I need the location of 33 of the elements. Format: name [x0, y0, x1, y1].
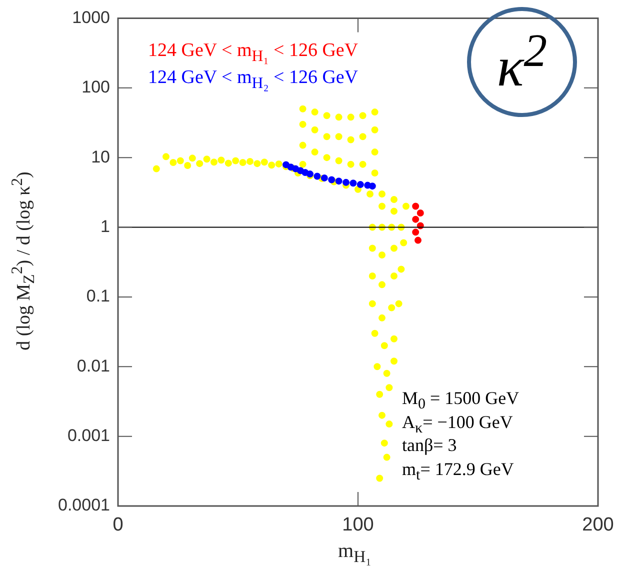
- circle-badge: κ$^{2}$: [467, 7, 577, 117]
- y-tick-label: 100: [82, 78, 110, 97]
- x-tick-label: 0: [112, 514, 124, 536]
- point: [412, 216, 420, 223]
- point: [356, 181, 364, 188]
- point: [416, 210, 424, 217]
- y-tick-label: 0.01: [76, 356, 110, 376]
- y-tick-label: 10: [91, 147, 110, 166]
- x-tick-label: 200: [582, 514, 614, 536]
- text: 124 GeV < m$_{H₁}$ < 126 GeV: [148, 40, 358, 67]
- point: [414, 236, 422, 244]
- annotation: tanβ= 3: [402, 435, 457, 456]
- point: [412, 202, 420, 210]
- x-axis-title: m$_{H₁}$: [338, 540, 372, 567]
- y-tick-label: 0.0001: [58, 496, 110, 515]
- y-tick-label: 0.1: [86, 286, 110, 306]
- point: [412, 228, 420, 236]
- point: [350, 180, 357, 187]
- annotation: κ$^{2}$: [496, 24, 548, 100]
- y-tick-label: 1000: [72, 8, 110, 27]
- point: [314, 172, 321, 180]
- point: [342, 178, 350, 186]
- point: [320, 174, 328, 182]
- point: [335, 178, 342, 185]
- annotation: m$_{t}$= 172.9 GeV: [402, 458, 514, 484]
- point: [328, 176, 336, 184]
- point: [368, 182, 376, 190]
- annotation: M$_{0}$ = 1500 GeV: [402, 388, 520, 413]
- x-tick-label: 100: [342, 514, 374, 536]
- text: 124 GeV < m$_{H₂}$ < 126 GeV: [148, 66, 358, 94]
- y-tick-label: 0.001: [67, 426, 110, 445]
- annotation: A$_{κ}$= −100 GeV: [402, 412, 513, 436]
- y-tick-label: 1: [100, 216, 110, 236]
